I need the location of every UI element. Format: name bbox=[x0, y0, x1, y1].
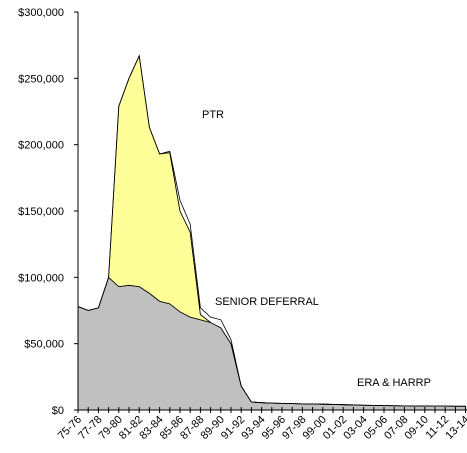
y-tick-label: $100,000 bbox=[18, 272, 64, 284]
y-tick-label: $300,000 bbox=[18, 7, 64, 19]
x-tick-label: 09-10 bbox=[403, 414, 431, 442]
series-label: SENIOR DEFERRAL bbox=[215, 296, 319, 308]
y-tick-label: $200,000 bbox=[18, 140, 64, 152]
y-tick-label: $150,000 bbox=[18, 206, 64, 218]
series-label: PTR bbox=[202, 109, 224, 121]
y-tick-label: $50,000 bbox=[24, 339, 64, 351]
area bbox=[77, 54, 466, 407]
y-tick-label: $0 bbox=[52, 405, 64, 417]
series-label: ERA & HARRP bbox=[357, 377, 431, 389]
y-tick-label: $250,000 bbox=[18, 73, 64, 85]
